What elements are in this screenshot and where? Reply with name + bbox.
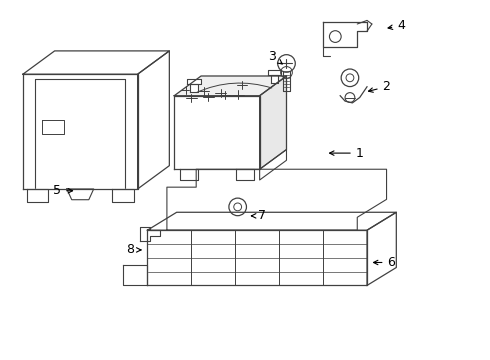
Polygon shape (268, 69, 281, 75)
Polygon shape (23, 51, 170, 74)
Text: 4: 4 (388, 19, 405, 32)
Polygon shape (260, 149, 287, 180)
Polygon shape (323, 22, 367, 47)
Polygon shape (180, 169, 197, 180)
Polygon shape (67, 189, 94, 200)
Text: 2: 2 (368, 80, 391, 93)
Text: 7: 7 (251, 210, 266, 222)
Polygon shape (260, 76, 287, 169)
Polygon shape (43, 120, 64, 134)
Polygon shape (138, 51, 170, 189)
Polygon shape (190, 84, 197, 92)
Polygon shape (27, 189, 49, 202)
Polygon shape (123, 265, 147, 285)
Text: 5: 5 (53, 184, 73, 197)
Polygon shape (112, 189, 134, 202)
Polygon shape (367, 212, 396, 285)
Polygon shape (147, 230, 367, 285)
Polygon shape (140, 226, 160, 241)
Polygon shape (23, 74, 138, 189)
Polygon shape (270, 75, 278, 83)
Polygon shape (174, 76, 287, 96)
Polygon shape (167, 169, 387, 230)
Text: 1: 1 (330, 147, 364, 159)
Text: 8: 8 (126, 243, 141, 256)
Text: 3: 3 (268, 50, 282, 64)
Text: 6: 6 (373, 256, 395, 269)
Polygon shape (174, 96, 260, 169)
Polygon shape (236, 169, 254, 180)
Polygon shape (147, 212, 396, 230)
Polygon shape (187, 79, 200, 84)
